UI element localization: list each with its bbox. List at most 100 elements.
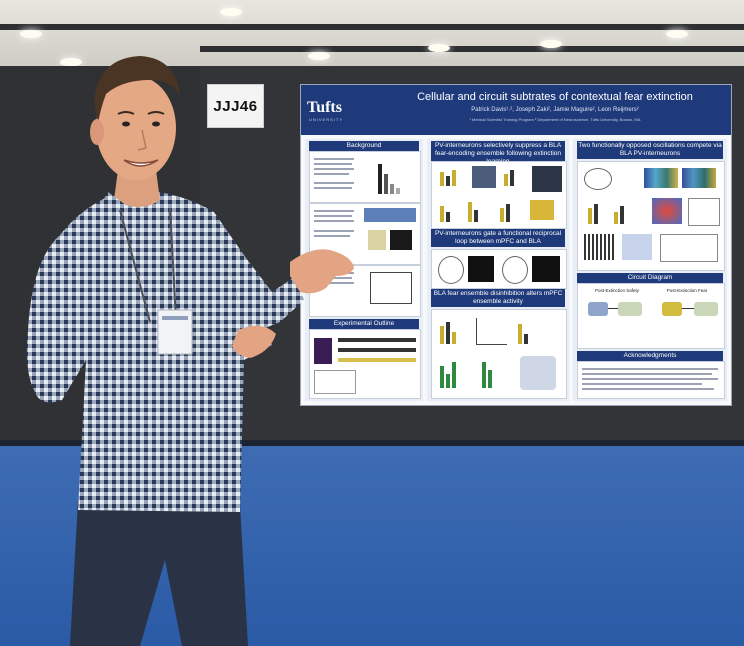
figure-bar [488,370,492,388]
figure-chart [438,168,468,186]
figure-bar [440,366,444,388]
section-heading-bla-disinhibition: BLA fear ensemble disinhibition alters m… [431,289,565,307]
figure-bar [474,210,478,222]
lanyard [119,209,151,323]
figure-bar [620,206,624,224]
text-line [582,378,718,380]
background-figure [370,158,414,194]
figure-bar [506,204,510,222]
ceiling-light [540,40,562,48]
jeans [70,500,248,646]
pv-suppress-panel [431,161,567,229]
circuit-node [694,302,718,316]
text-line [582,373,712,375]
section-heading-circuit-diagram: Circuit Diagram [577,273,723,283]
scatter-figure [476,318,507,345]
ceiling-light [60,58,82,66]
brain-diagram [438,256,464,284]
figure-bar [614,212,618,224]
trace-figure [584,234,614,260]
figure-bar [440,206,444,222]
lanyard [169,207,177,321]
circuit-diagram-panel: Post-Extinction Safety Post-Extinction F… [577,283,725,349]
eyebrow [117,111,135,115]
microscopy-image [314,338,332,364]
circuit-connector [682,308,694,309]
heatmap-figure [652,198,682,224]
figure-bar [390,184,394,194]
timeline-bar [338,338,416,342]
section-heading-background: Background [309,141,419,151]
shirt-sleeve-left [26,235,86,403]
figure-bar [500,208,504,222]
microscopy-image [390,230,412,250]
figure-bar [452,170,456,186]
figure-bar [518,324,522,344]
figure-bar [524,334,528,344]
shirt-collar [100,192,138,232]
eyebrow [147,111,165,115]
ceiling-light [220,8,242,16]
figure-diagram [314,370,356,394]
text-line [314,230,354,232]
figure-bar [446,212,450,222]
circuit-schematic [520,356,556,390]
section-heading-acknowledgments: Acknowledgments [577,351,723,361]
figure-bar [482,362,486,388]
ear [90,119,104,145]
figure-chart [368,230,386,250]
figure-bar [504,174,508,186]
text-line [314,182,354,184]
ceiling-beam [0,24,744,30]
text-line [314,158,354,160]
figure-chart [688,198,720,226]
shirt-sleeve-right [214,212,304,330]
text-line [314,168,354,170]
figure-chart [660,234,718,262]
eye [152,121,160,127]
circuit-connector [608,308,618,309]
figure-bar [446,374,450,388]
acknowledgments-panel [577,361,725,399]
figure-bar [440,172,444,186]
right-hand [290,249,354,294]
figure-bar [594,204,598,224]
ceiling-light [20,30,42,38]
ceiling-light [428,44,450,52]
figure-chart [584,198,644,224]
text-line [314,210,354,212]
poster-logo-subtitle: UNIVERSITY [309,117,344,122]
name-badge-stripe [162,316,188,320]
schematic-figure [364,208,416,222]
section-heading-oscillations: Two functionally opposed oscillations co… [577,141,723,159]
figure-bar [452,332,456,344]
nose [137,129,147,151]
hair [94,56,180,124]
text-line [314,235,350,237]
trace-image [532,256,560,282]
section-heading-pv-loop: PV-interneurons gate a functional recipr… [431,229,565,247]
ceiling-light [308,52,330,60]
poster-logo: Tufts [307,99,342,116]
research-poster: Tufts UNIVERSITY Cellular and circuit su… [300,84,732,406]
brain-diagram [502,256,528,284]
figure-bar [446,322,450,344]
figure-chart-row [438,196,558,222]
figure-bar [384,174,388,194]
text-line [314,215,352,217]
figure-bar [396,188,400,194]
figure-chart [438,358,468,388]
text-line [314,187,352,189]
figure-image [472,166,496,188]
floor-edge [0,440,744,446]
poster-title: Cellular and circuit subtrates of contex… [417,91,693,103]
text-line [582,368,718,370]
ceiling-light [666,30,688,38]
figure-bar [446,176,450,186]
eye [122,121,130,127]
text-line [314,163,352,165]
figure-chart [370,272,412,304]
oscillations-panel [577,161,725,271]
face [96,76,176,180]
figure-chart [502,168,528,186]
